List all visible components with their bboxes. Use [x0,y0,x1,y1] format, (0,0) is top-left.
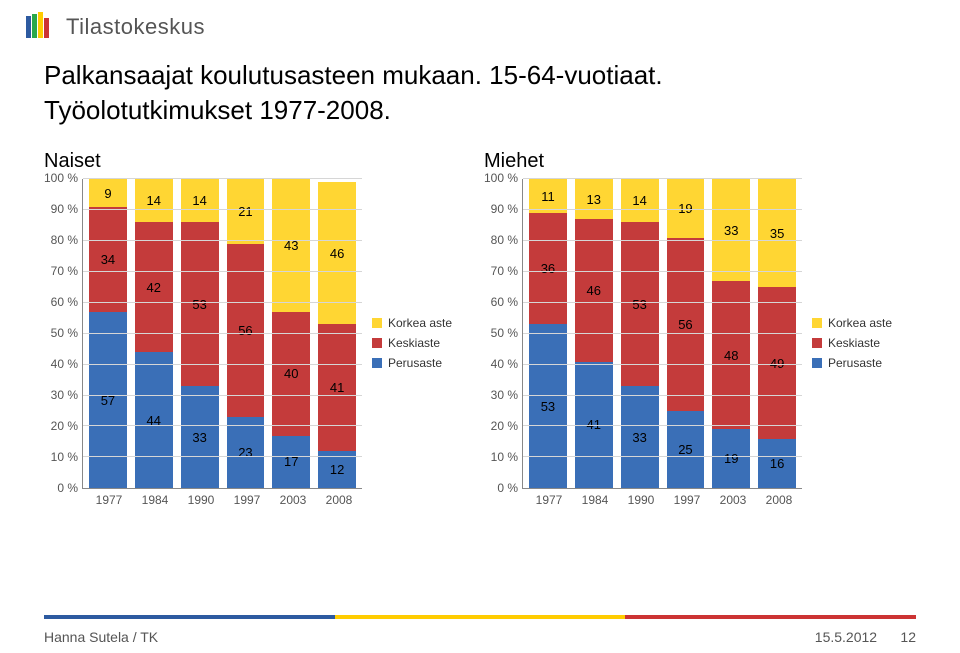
seg-perus: 53 [529,324,567,488]
bar-left-2008: 464112 [318,179,356,488]
seg-korkea: 46 [318,182,356,324]
bar-left-1977: 93457 [89,179,127,488]
seg-korkea: 43 [272,179,310,312]
legend-left: Korkea aste Keskiaste Perusaste [364,316,452,370]
seg-korkea: 19 [667,179,705,238]
legend-label: Korkea aste [828,316,892,330]
legend-item-korkea: Korkea aste [372,316,452,330]
legend-label: Perusaste [828,356,882,370]
legend-item-perus: Perusaste [812,356,892,370]
bar-left-1997: 215623 [227,179,265,488]
legend-item-keski: Keskiaste [812,336,892,350]
legend-label: Keskiaste [388,336,440,350]
bar-left-2003: 434017 [272,179,310,488]
seg-perus: 16 [758,439,796,488]
page-title-line1: Palkansaajat koulutusasteen mukaan. 15-6… [44,58,916,93]
seg-keski: 53 [181,222,219,386]
page-title-line2: Työolotutkimukset 1977-2008. [44,93,916,128]
legend-swatch [812,318,822,328]
legend-right: Korkea aste Keskiaste Perusaste [804,316,892,370]
seg-korkea: 33 [712,179,750,281]
seg-korkea: 14 [621,179,659,222]
footer-accent-line [44,615,916,619]
seg-perus: 19 [712,429,750,488]
seg-keski: 34 [89,207,127,312]
seg-keski: 40 [272,312,310,436]
seg-keski: 53 [621,222,659,386]
bar-right-1997: 195625 [667,179,705,488]
legend-item-perus: Perusaste [372,356,452,370]
seg-perus: 12 [318,451,356,488]
legend-item-korkea: Korkea aste [812,316,892,330]
footer-page: 12 [900,629,916,645]
x-axis-left: 197719841990199720032008 [84,489,364,507]
bar-left-1990: 145333 [181,179,219,488]
seg-keski: 48 [712,281,750,429]
seg-perus: 33 [181,386,219,488]
header: Tilastokeskus [0,0,960,50]
legend-label: Korkea aste [388,316,452,330]
footer-date: 15.5.2012 [815,629,877,645]
bar-right-2003: 334819 [712,179,750,488]
legend-label: Perusaste [388,356,442,370]
chart-title-miehet: Miehet [484,150,904,173]
seg-keski: 49 [758,287,796,438]
bar-right-2008: 354916 [758,179,796,488]
legend-swatch [812,358,822,368]
seg-korkea: 11 [529,179,567,213]
seg-perus: 23 [227,417,265,488]
seg-keski: 42 [135,222,173,352]
seg-korkea: 13 [575,179,613,219]
seg-perus: 44 [135,352,173,488]
seg-keski: 56 [227,244,265,417]
legend-swatch [372,358,382,368]
seg-perus: 33 [621,386,659,488]
seg-keski: 56 [667,238,705,411]
y-axis-right: 100 %90 %80 %70 %60 %50 %40 %30 %20 %10 … [484,179,522,489]
plot-right: 113653134641145333195625334819354916 [522,179,802,489]
footer-author: Hanna Sutela / TK [44,629,158,645]
title-block: Palkansaajat koulutusasteen mukaan. 15-6… [0,50,960,132]
seg-korkea: 14 [135,179,173,222]
footer: Hanna Sutela / TK 15.5.2012 12 [44,629,916,645]
seg-keski: 36 [529,213,567,324]
logo-icon [24,10,58,44]
legend-item-keski: Keskiaste [372,336,452,350]
seg-korkea: 35 [758,179,796,287]
chart-title-naiset: Naiset [44,150,464,173]
seg-perus: 17 [272,436,310,489]
seg-korkea: 21 [227,179,265,244]
legend-swatch [372,318,382,328]
org-name: Tilastokeskus [66,14,205,40]
x-axis-right: 197719841990199720032008 [524,489,804,507]
seg-keski: 46 [575,219,613,361]
seg-korkea: 14 [181,179,219,222]
seg-perus: 41 [575,362,613,489]
bar-right-1984: 134641 [575,179,613,488]
charts-row: Naiset 100 %90 %80 %70 %60 %50 %40 %30 %… [0,132,960,507]
legend-swatch [372,338,382,348]
bar-right-1990: 145333 [621,179,659,488]
chart-naiset: Naiset 100 %90 %80 %70 %60 %50 %40 %30 %… [44,150,464,507]
bar-right-1977: 113653 [529,179,567,488]
legend-label: Keskiaste [828,336,880,350]
legend-swatch [812,338,822,348]
plot-left: 93457144244145333215623434017464112 [82,179,362,489]
bar-left-1984: 144244 [135,179,173,488]
seg-perus: 57 [89,312,127,488]
chart-miehet: Miehet 100 %90 %80 %70 %60 %50 %40 %30 %… [484,150,904,507]
y-axis-left: 100 %90 %80 %70 %60 %50 %40 %30 %20 %10 … [44,179,82,489]
seg-keski: 41 [318,324,356,451]
seg-korkea: 9 [89,179,127,207]
seg-perus: 25 [667,411,705,488]
